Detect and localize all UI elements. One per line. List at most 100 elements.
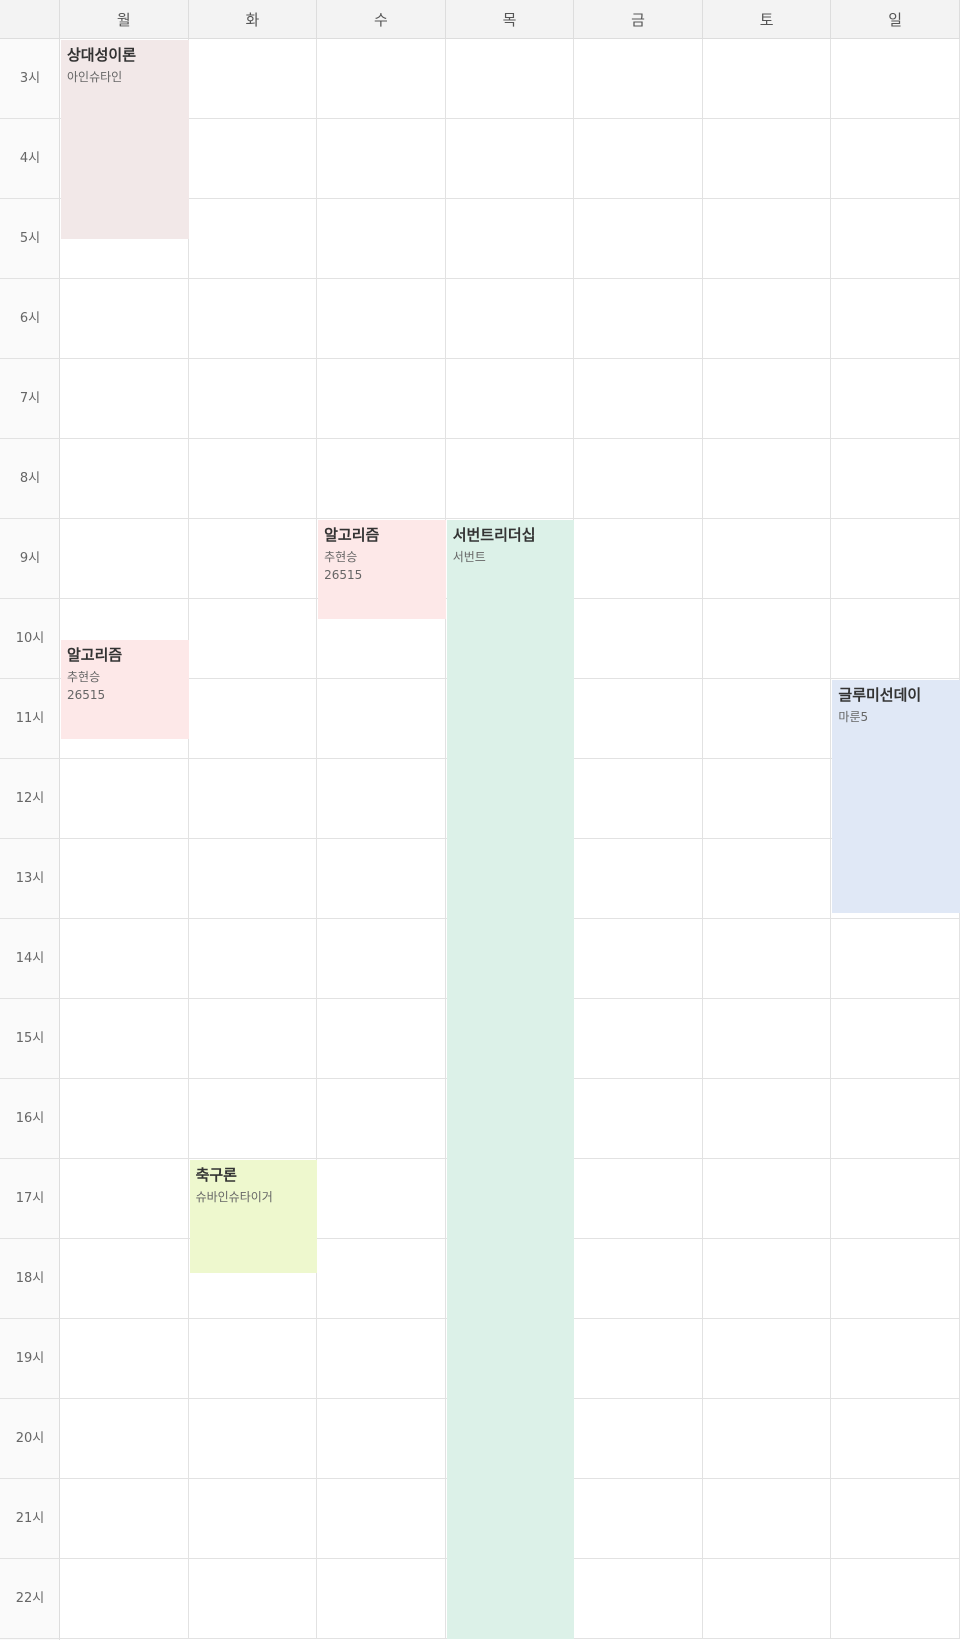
time-slot-cell[interactable] <box>60 759 189 839</box>
time-slot-cell[interactable] <box>702 599 832 679</box>
time-slot-cell[interactable] <box>60 359 189 439</box>
time-slot-cell[interactable] <box>574 759 703 839</box>
time-slot-cell[interactable] <box>60 1399 189 1479</box>
time-slot-cell[interactable] <box>317 1559 446 1639</box>
time-slot-cell[interactable] <box>317 759 446 839</box>
time-slot-cell[interactable] <box>702 919 832 999</box>
time-slot-cell[interactable] <box>317 1399 446 1479</box>
time-slot-cell[interactable] <box>831 1559 960 1639</box>
time-slot-cell[interactable] <box>574 1079 703 1159</box>
time-slot-cell[interactable] <box>445 199 575 279</box>
time-slot-cell[interactable] <box>188 439 318 519</box>
time-slot-cell[interactable] <box>188 679 318 759</box>
time-slot-cell[interactable] <box>188 199 318 279</box>
time-slot-cell[interactable] <box>60 519 189 599</box>
time-slot-cell[interactable] <box>574 39 703 119</box>
time-slot-cell[interactable] <box>60 1319 189 1399</box>
time-slot-cell[interactable] <box>702 119 832 199</box>
time-slot-cell[interactable] <box>702 1399 832 1479</box>
course-block[interactable]: 알고리즘 추현승 26515 <box>61 640 189 739</box>
time-slot-cell[interactable] <box>188 279 318 359</box>
time-slot-cell[interactable] <box>188 599 318 679</box>
time-slot-cell[interactable] <box>831 999 960 1079</box>
time-slot-cell[interactable] <box>574 1159 703 1239</box>
time-slot-cell[interactable] <box>317 39 446 119</box>
time-slot-cell[interactable] <box>317 1479 446 1559</box>
time-slot-cell[interactable] <box>188 39 318 119</box>
time-slot-cell[interactable] <box>831 279 960 359</box>
time-slot-cell[interactable] <box>702 1239 832 1319</box>
time-slot-cell[interactable] <box>445 439 575 519</box>
time-slot-cell[interactable] <box>188 759 318 839</box>
time-slot-cell[interactable] <box>445 39 575 119</box>
time-slot-cell[interactable] <box>574 359 703 439</box>
course-block[interactable]: 글루미선데이 마룬5 <box>832 680 960 913</box>
time-slot-cell[interactable] <box>574 199 703 279</box>
time-slot-cell[interactable] <box>188 1319 318 1399</box>
time-slot-cell[interactable] <box>60 1239 189 1319</box>
time-slot-cell[interactable] <box>702 999 832 1079</box>
time-slot-cell[interactable] <box>574 1559 703 1639</box>
time-slot-cell[interactable] <box>574 1479 703 1559</box>
time-slot-cell[interactable] <box>702 679 832 759</box>
time-slot-cell[interactable] <box>831 919 960 999</box>
time-slot-cell[interactable] <box>188 1559 318 1639</box>
time-slot-cell[interactable] <box>574 439 703 519</box>
time-slot-cell[interactable] <box>317 839 446 919</box>
time-slot-cell[interactable] <box>702 839 832 919</box>
time-slot-cell[interactable] <box>317 1239 446 1319</box>
time-slot-cell[interactable] <box>317 999 446 1079</box>
time-slot-cell[interactable] <box>574 1399 703 1479</box>
time-slot-cell[interactable] <box>317 919 446 999</box>
time-slot-cell[interactable] <box>574 119 703 199</box>
time-slot-cell[interactable] <box>60 1559 189 1639</box>
time-slot-cell[interactable] <box>702 439 832 519</box>
time-slot-cell[interactable] <box>188 1479 318 1559</box>
time-slot-cell[interactable] <box>831 359 960 439</box>
time-slot-cell[interactable] <box>574 1319 703 1399</box>
course-block[interactable]: 알고리즘 추현승 26515 <box>318 520 446 619</box>
time-slot-cell[interactable] <box>831 1479 960 1559</box>
time-slot-cell[interactable] <box>188 519 318 599</box>
time-slot-cell[interactable] <box>702 519 832 599</box>
time-slot-cell[interactable] <box>574 599 703 679</box>
time-slot-cell[interactable] <box>831 119 960 199</box>
time-slot-cell[interactable] <box>317 1159 446 1239</box>
course-block[interactable]: 상대성이론 아인슈타인 <box>61 40 189 239</box>
time-slot-cell[interactable] <box>317 1319 446 1399</box>
time-slot-cell[interactable] <box>60 999 189 1079</box>
time-slot-cell[interactable] <box>317 1079 446 1159</box>
time-slot-cell[interactable] <box>60 839 189 919</box>
time-slot-cell[interactable] <box>188 999 318 1079</box>
time-slot-cell[interactable] <box>702 1079 832 1159</box>
course-block[interactable]: 축구론 슈바인슈타이거 <box>189 1160 318 1273</box>
time-slot-cell[interactable] <box>188 919 318 999</box>
time-slot-cell[interactable] <box>574 999 703 1079</box>
time-slot-cell[interactable] <box>831 39 960 119</box>
time-slot-cell[interactable] <box>445 359 575 439</box>
time-slot-cell[interactable] <box>445 279 575 359</box>
time-slot-cell[interactable] <box>60 439 189 519</box>
time-slot-cell[interactable] <box>702 1559 832 1639</box>
time-slot-cell[interactable] <box>702 1319 832 1399</box>
time-slot-cell[interactable] <box>702 1159 832 1239</box>
time-slot-cell[interactable] <box>317 439 446 519</box>
time-slot-cell[interactable] <box>188 1079 318 1159</box>
time-slot-cell[interactable] <box>317 359 446 439</box>
time-slot-cell[interactable] <box>574 1239 703 1319</box>
time-slot-cell[interactable] <box>702 759 832 839</box>
time-slot-cell[interactable] <box>831 519 960 599</box>
time-slot-cell[interactable] <box>60 1079 189 1159</box>
time-slot-cell[interactable] <box>831 599 960 679</box>
time-slot-cell[interactable] <box>574 279 703 359</box>
time-slot-cell[interactable] <box>702 199 832 279</box>
time-slot-cell[interactable] <box>702 39 832 119</box>
time-slot-cell[interactable] <box>831 439 960 519</box>
time-slot-cell[interactable] <box>60 919 189 999</box>
time-slot-cell[interactable] <box>831 1399 960 1479</box>
time-slot-cell[interactable] <box>702 359 832 439</box>
time-slot-cell[interactable] <box>317 279 446 359</box>
time-slot-cell[interactable] <box>60 279 189 359</box>
time-slot-cell[interactable] <box>60 1479 189 1559</box>
time-slot-cell[interactable] <box>317 679 446 759</box>
